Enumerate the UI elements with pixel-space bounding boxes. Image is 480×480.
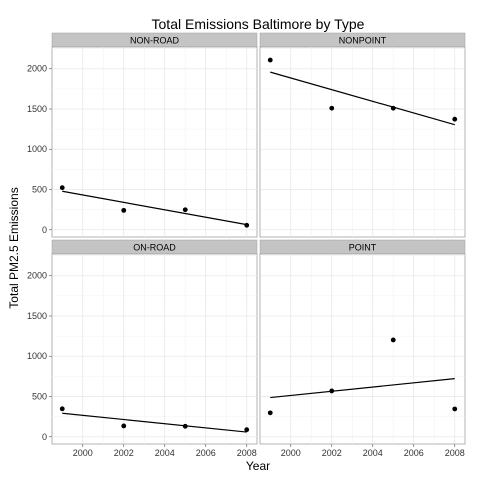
strip-label-non-road: NON-ROAD bbox=[130, 36, 179, 46]
panel-nonpoint: NONPOINT bbox=[259, 32, 466, 238]
chart-title: Total Emissions Baltimore by Type bbox=[152, 16, 365, 32]
x-axis-title: Year bbox=[246, 459, 270, 473]
x-tick-label: 2002 bbox=[322, 448, 342, 458]
panel-on-road: ON-ROAD 0 500 1000 1500 2000 2000 2002 2004 2006 2… bbox=[27, 239, 258, 458]
data-point bbox=[329, 105, 335, 111]
y-tick-label: 0 bbox=[42, 432, 47, 442]
plot-area-point bbox=[259, 253, 466, 445]
y-tick-label: 1500 bbox=[27, 311, 47, 321]
data-point bbox=[244, 427, 250, 433]
data-point bbox=[267, 57, 273, 63]
data-point bbox=[267, 410, 273, 416]
strip-label-point: POINT bbox=[349, 243, 377, 253]
data-point bbox=[244, 222, 250, 228]
y-axis-title: Total PM2.5 Emissions bbox=[7, 187, 21, 308]
data-point bbox=[59, 406, 65, 412]
data-point bbox=[390, 105, 396, 111]
data-point bbox=[390, 337, 396, 343]
data-point bbox=[59, 185, 65, 191]
x-tick-label: 2002 bbox=[114, 448, 134, 458]
data-point bbox=[121, 207, 127, 213]
y-tick-label: 1000 bbox=[27, 144, 47, 154]
y-tick-label: 1500 bbox=[27, 104, 47, 114]
y-tick-label: 500 bbox=[32, 185, 47, 195]
trend-line-on-road bbox=[62, 412, 247, 433]
x-tick-label: 2006 bbox=[196, 448, 216, 458]
trend-line-non-road bbox=[62, 190, 247, 226]
trend-line-nonpoint bbox=[270, 71, 455, 126]
strip-label-nonpoint: NONPOINT bbox=[339, 36, 387, 46]
panel-non-road: NON-ROAD 0 500 1000 1500 2000 bbox=[27, 32, 258, 238]
x-tick-label: 2004 bbox=[155, 448, 175, 458]
panel-point: POINT 2000 2002 2004 2006 2008 bbox=[259, 239, 466, 458]
y-tick-label: 1000 bbox=[27, 351, 47, 361]
plot-area-non-road bbox=[51, 46, 258, 238]
plot-area-on-road bbox=[51, 253, 258, 445]
data-point bbox=[452, 116, 458, 122]
panels: NON-ROAD 0 500 1000 1500 2000 NONPOINT ON-ROAD 0… bbox=[27, 32, 466, 458]
x-tick-label: 2008 bbox=[237, 448, 257, 458]
data-point bbox=[182, 207, 188, 213]
y-tick-label: 500 bbox=[32, 392, 47, 402]
strip-label-on-road: ON-ROAD bbox=[133, 243, 176, 253]
data-point bbox=[329, 388, 335, 394]
x-tick-label: 2004 bbox=[363, 448, 383, 458]
data-point bbox=[121, 423, 127, 429]
y-tick-label: 2000 bbox=[27, 271, 47, 281]
data-point bbox=[182, 423, 188, 429]
data-point bbox=[452, 406, 458, 412]
x-tick-label: 2008 bbox=[445, 448, 465, 458]
x-tick-label: 2000 bbox=[281, 448, 301, 458]
y-tick-label: 0 bbox=[42, 225, 47, 235]
y-tick-label: 2000 bbox=[27, 64, 47, 74]
trend-line-point bbox=[270, 378, 455, 399]
x-tick-label: 2000 bbox=[73, 448, 93, 458]
x-tick-label: 2006 bbox=[404, 448, 424, 458]
